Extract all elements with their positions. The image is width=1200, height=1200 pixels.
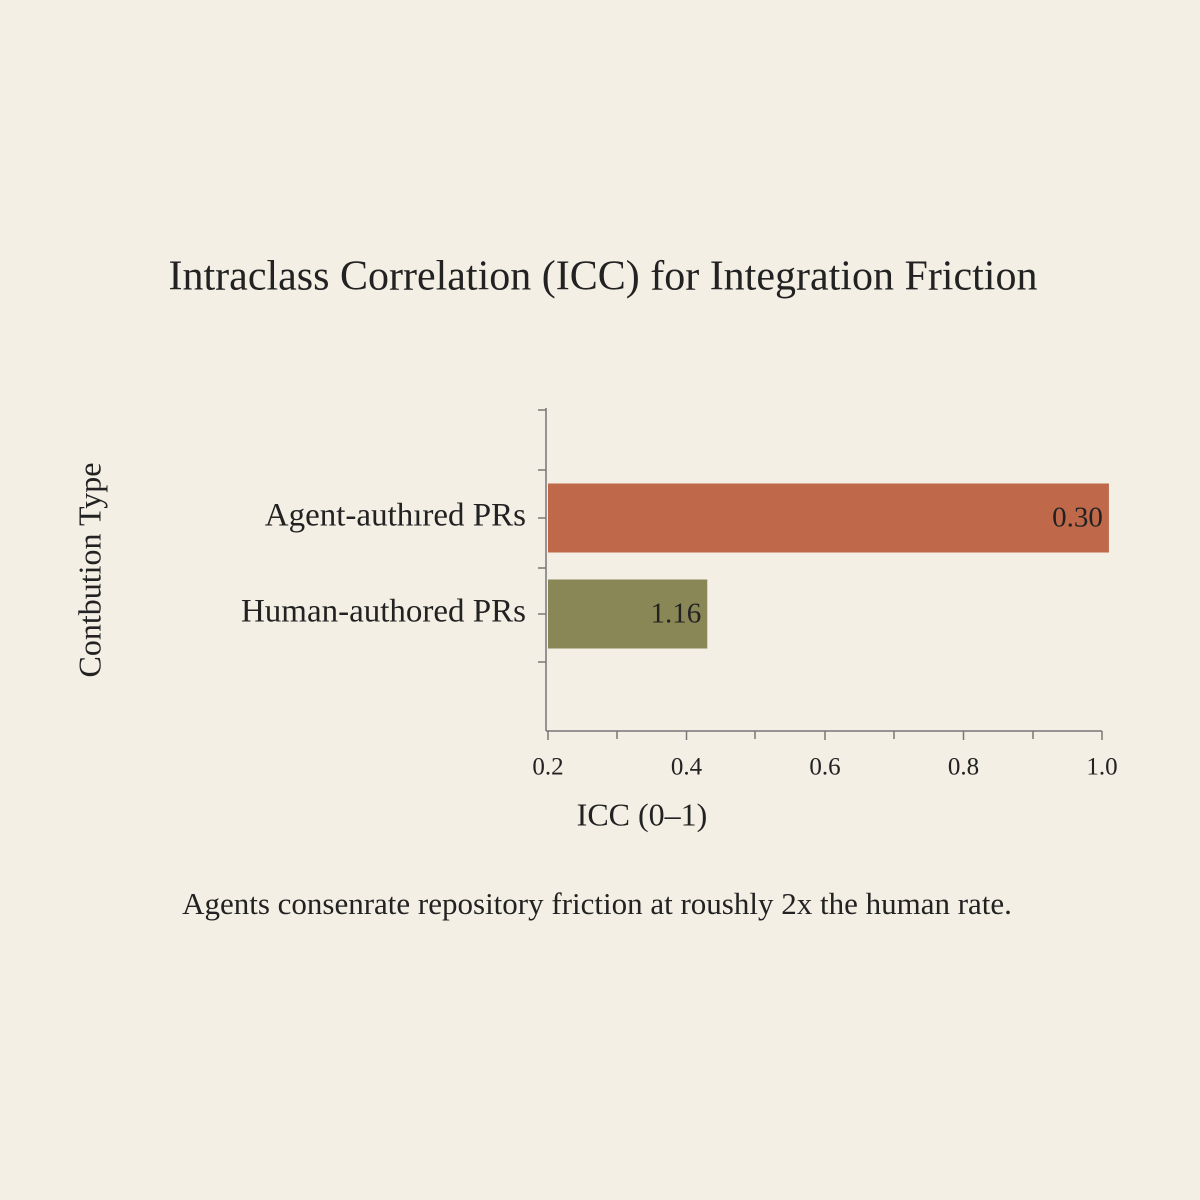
bar-annotation: 0.30 (1052, 502, 1103, 534)
minor-ticks (538, 409, 1034, 739)
bar (548, 579, 708, 649)
y-tick-label: Agent-authıred PRs (265, 498, 526, 534)
x-tick-label: 0.8 (948, 754, 979, 781)
bar-annotation: 1.16 (651, 598, 702, 630)
chart-title: Intraclass Correlation (ICC) for Integra… (169, 254, 1038, 300)
x-tick-label: 0.4 (671, 754, 703, 781)
x-tick-label: 0.2 (532, 754, 563, 781)
bar (548, 483, 1109, 553)
y-tick-label: Human-authored PRs (241, 594, 526, 630)
x-tick-label: 0.6 (809, 754, 840, 781)
x-axis-title: ICC (0–1) (577, 796, 708, 832)
y-axis-title: Contbution Type (71, 463, 107, 678)
caption: Agents consenrate repository friction at… (182, 886, 1012, 921)
x-tick-label: 1.0 (1086, 754, 1117, 781)
